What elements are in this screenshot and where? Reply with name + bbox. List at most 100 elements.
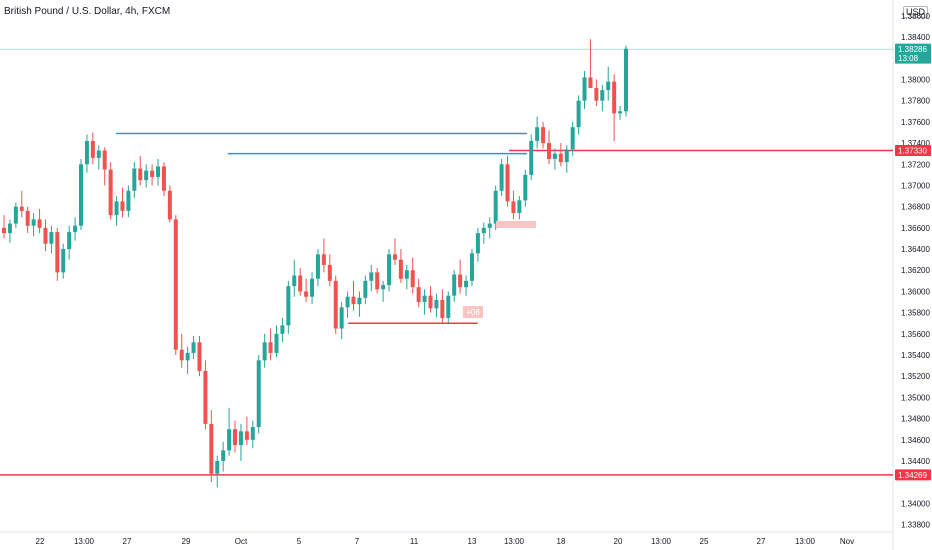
time-tick-label: Oct <box>235 537 248 546</box>
price-tick-label: 1.37200 <box>901 160 930 169</box>
candle-up <box>79 164 84 226</box>
time-tick-label: 11 <box>410 537 419 546</box>
candle-up <box>262 342 267 361</box>
candle-up <box>523 174 528 201</box>
candle-down <box>351 296 356 305</box>
candle-down <box>102 150 107 170</box>
candle-up <box>381 285 386 290</box>
price-tick-label: 1.35200 <box>901 372 930 381</box>
candle-up <box>570 127 575 150</box>
price-tick-label: 1.36400 <box>901 245 930 254</box>
candle-down <box>546 143 551 159</box>
candle-up <box>250 427 255 440</box>
time-tick-label: 13:00 <box>651 537 672 546</box>
time-tick-label: 5 <box>297 537 302 546</box>
candle-down <box>2 227 6 234</box>
candle-up <box>315 254 320 279</box>
candle-up <box>387 254 392 286</box>
candle-up <box>49 232 54 244</box>
currency-badge[interactable]: USD <box>903 6 929 18</box>
time-tick-label: 25 <box>700 537 709 546</box>
price-label-value: 1.38286 <box>898 45 927 54</box>
candle-up <box>624 48 628 112</box>
candle-down <box>150 170 155 177</box>
time-tick-label: 13:00 <box>795 537 816 546</box>
candle-down <box>138 168 143 181</box>
candle-down <box>304 291 309 297</box>
candle-down <box>392 254 397 260</box>
candle-up <box>215 460 220 474</box>
candle-down <box>321 254 326 265</box>
candle-up <box>493 190 498 224</box>
candle-up <box>576 100 581 128</box>
candle-up <box>7 223 12 234</box>
candle-up <box>422 295 427 303</box>
candle-down <box>612 81 617 114</box>
candle-down <box>327 264 332 281</box>
candle-up <box>517 200 522 214</box>
candle-up <box>286 286 291 326</box>
candle-up <box>96 150 101 158</box>
candle-up <box>357 297 362 305</box>
candle-up <box>292 275 297 287</box>
candle-down <box>108 169 113 216</box>
candle-up <box>256 360 261 428</box>
annotation-label: +08 <box>466 308 480 317</box>
candle-up <box>67 232 72 250</box>
price-tick-label: 1.34800 <box>901 415 930 424</box>
price-tick-label: 1.36000 <box>901 287 930 296</box>
time-tick-label: 13:00 <box>504 537 525 546</box>
candle-down <box>594 87 599 101</box>
candle-up <box>126 190 131 211</box>
price-tick-label: 1.34400 <box>901 457 930 466</box>
candle-down <box>541 127 546 144</box>
candle-up <box>61 249 66 273</box>
candle-down <box>410 270 415 288</box>
price-tick-label: 1.34000 <box>901 499 930 508</box>
candle-down <box>428 295 433 309</box>
candle-down <box>90 140 95 158</box>
price-axis[interactable]: 1.38600 1.38400 1.38000 1.37800 1.37600 1.374… <box>901 12 930 530</box>
candle-down <box>558 153 563 163</box>
candle-down <box>458 274 463 288</box>
annotation-box <box>463 306 483 318</box>
price-label-countdown: 13:08 <box>898 54 919 63</box>
candle-up <box>363 280 368 298</box>
time-tick-label: 18 <box>557 537 566 546</box>
candle-up <box>618 111 623 114</box>
candle-up <box>535 127 540 141</box>
candle-down <box>440 299 445 318</box>
candle-up <box>434 299 439 309</box>
candle-up <box>600 90 605 101</box>
levels-layer <box>0 48 893 476</box>
candle-down <box>333 280 338 329</box>
candle-up <box>552 153 557 159</box>
candle-up <box>280 325 285 334</box>
time-tick-label: 13:00 <box>74 537 95 546</box>
price-tick-label: 1.38600 <box>901 12 930 21</box>
price-label-value: 1.37330 <box>898 146 927 155</box>
candle-up <box>564 149 569 163</box>
price-tick-label: 1.36800 <box>901 203 930 212</box>
candle-up <box>487 223 492 228</box>
price-tick-label: 1.38000 <box>901 75 930 84</box>
price-tick-label: 1.35400 <box>901 351 930 360</box>
candle-down <box>120 201 125 211</box>
candle-down <box>505 164 510 202</box>
candle-down <box>298 275 303 292</box>
time-axis[interactable]: 22 13:00 27 29 Oct 5 7 11 13 13:00 18 20 13:00 25 27 13… <box>36 537 855 546</box>
candle-up <box>452 274 457 296</box>
price-tick-label: 1.35000 <box>901 393 930 402</box>
chart-title: British Pound / U.S. Dollar, 4h, FXCM <box>4 6 171 17</box>
candle-down <box>173 219 178 350</box>
candle-down <box>244 431 249 440</box>
price-tick-label: 1.35600 <box>901 330 930 339</box>
candle-up <box>469 253 474 281</box>
candle-up <box>227 429 232 451</box>
candle-up <box>274 333 279 353</box>
candle-up <box>582 77 587 101</box>
candle-up <box>84 140 89 165</box>
candle-down <box>588 77 593 88</box>
